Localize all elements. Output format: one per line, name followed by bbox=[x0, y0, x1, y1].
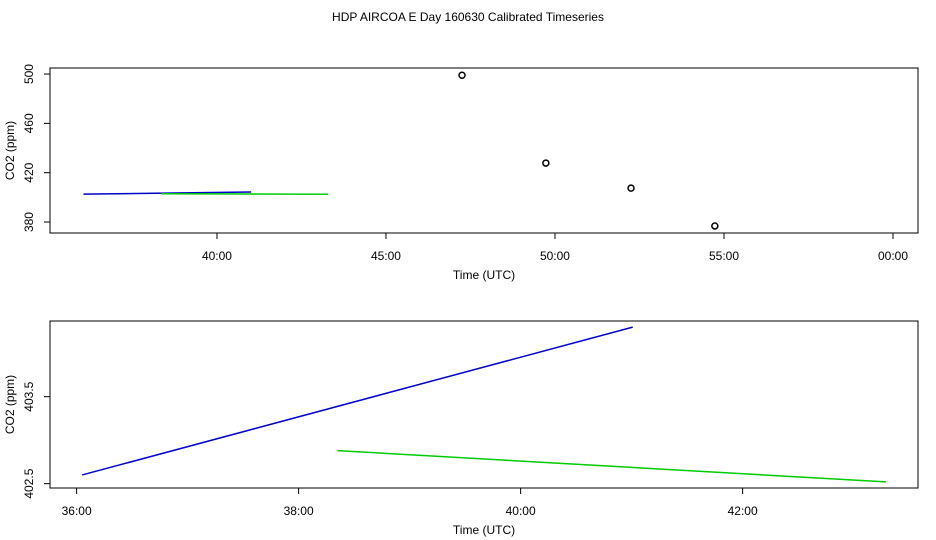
point bbox=[711, 222, 719, 230]
y-tick-label: 402.5 bbox=[22, 468, 36, 498]
y-tick-label: 500 bbox=[22, 64, 36, 84]
x-tick-label: 55:00 bbox=[709, 249, 739, 263]
y-tick-label: 420 bbox=[22, 162, 36, 182]
x-tick-label: 38:00 bbox=[284, 504, 314, 518]
x-tick-label: 45:00 bbox=[371, 249, 401, 263]
y-tick-label: 403.5 bbox=[22, 381, 36, 411]
x-tick-label: 42:00 bbox=[728, 504, 758, 518]
x-tick-label: 40:00 bbox=[202, 249, 232, 263]
x-tick-label: 00:00 bbox=[878, 249, 908, 263]
series-line bbox=[81, 326, 633, 476]
y-tick-label: 380 bbox=[22, 212, 36, 232]
y-axis-label: CO2 (ppm) bbox=[3, 375, 17, 434]
x-tick-label: 50:00 bbox=[540, 249, 570, 263]
point bbox=[542, 159, 550, 167]
point bbox=[458, 71, 466, 80]
x-tick-label: 36:00 bbox=[62, 504, 92, 518]
series-line bbox=[337, 449, 886, 483]
plot-frame bbox=[49, 320, 919, 489]
x-axis-label: Time (UTC) bbox=[453, 268, 515, 282]
x-axis-label: Time (UTC) bbox=[453, 523, 515, 537]
y-tick-label: 460 bbox=[22, 113, 36, 133]
y-axis-label: CO2 (ppm) bbox=[3, 121, 17, 180]
plot-frame bbox=[49, 67, 919, 234]
x-tick-label: 40:00 bbox=[506, 504, 536, 518]
chart-title: HDP AIRCOA E Day 160630 Calibrated Times… bbox=[332, 10, 604, 24]
point bbox=[627, 184, 635, 192]
